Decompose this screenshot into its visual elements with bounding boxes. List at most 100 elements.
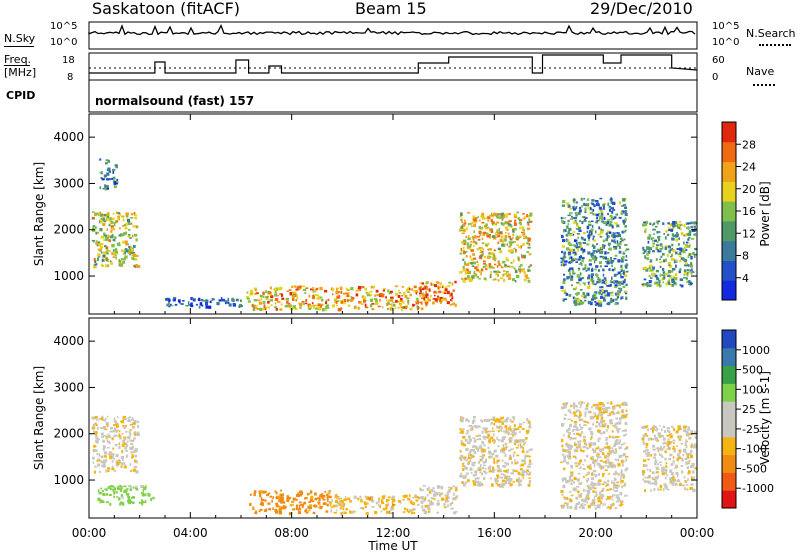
echo-cell xyxy=(561,258,565,261)
echo-cell xyxy=(678,224,680,227)
echo-cell xyxy=(681,459,684,462)
echo-cell xyxy=(642,434,646,438)
echo-cell xyxy=(343,292,346,295)
echo-cell xyxy=(521,469,525,473)
echo-cell xyxy=(676,458,679,462)
echo-cell xyxy=(601,245,604,249)
echo-cell xyxy=(95,240,98,243)
echo-cell xyxy=(477,461,481,464)
echo-cell xyxy=(118,433,121,437)
echo-cell xyxy=(468,461,470,465)
echo-cell xyxy=(678,436,681,441)
echo-cell xyxy=(128,430,131,435)
echo-cell xyxy=(528,214,532,217)
echo-cell xyxy=(678,252,680,255)
echo-cell xyxy=(109,456,113,460)
echo-cell xyxy=(478,277,481,280)
echo-cell xyxy=(651,471,655,475)
echo-cell xyxy=(380,510,383,513)
echo-cell xyxy=(663,483,667,486)
echo-cell xyxy=(269,299,273,302)
echo-cell xyxy=(108,178,112,181)
echo-cell xyxy=(578,494,581,497)
echo-cell xyxy=(247,297,250,300)
echo-cell xyxy=(436,300,439,303)
echo-cell xyxy=(341,502,344,507)
echo-cell xyxy=(487,466,491,470)
echo-cell xyxy=(468,270,472,275)
echo-cell xyxy=(681,470,684,474)
echo-cell xyxy=(296,504,299,508)
echo-cell xyxy=(510,241,514,244)
echo-cell xyxy=(608,225,610,227)
echo-cell xyxy=(607,202,610,206)
echo-cell xyxy=(591,471,594,474)
echo-cell xyxy=(607,221,610,225)
echo-cell xyxy=(588,234,591,236)
echo-cell xyxy=(484,429,487,432)
echo-cell xyxy=(303,501,307,505)
echo-cell xyxy=(482,435,487,438)
echo-cell xyxy=(613,257,617,260)
echo-cell xyxy=(625,458,627,461)
echo-cell xyxy=(593,470,597,473)
echo-cell xyxy=(603,202,606,205)
echo-cell xyxy=(508,438,511,441)
echo-cell xyxy=(471,276,474,279)
echo-cell xyxy=(481,440,483,444)
echo-cell xyxy=(103,213,107,217)
echo-cell xyxy=(482,260,486,263)
echo-cell xyxy=(115,491,118,494)
echo-cell xyxy=(643,221,646,224)
echo-cell xyxy=(678,237,680,240)
echo-cell xyxy=(277,301,281,303)
echo-cell xyxy=(504,235,508,239)
echo-cell xyxy=(495,461,499,464)
echo-cell xyxy=(600,466,602,470)
echo-cell xyxy=(669,453,673,457)
echo-cell xyxy=(256,307,260,310)
echo-cell xyxy=(506,243,508,246)
echo-cell xyxy=(652,228,656,231)
echo-cell xyxy=(615,404,619,407)
echo-cell xyxy=(129,429,132,431)
echo-cell xyxy=(580,448,582,452)
echo-cell xyxy=(599,448,602,452)
echo-cell xyxy=(408,288,411,291)
colorbar-segment xyxy=(722,347,736,367)
colorbar-segment xyxy=(722,181,736,202)
echo-cell xyxy=(387,289,390,293)
echo-cell xyxy=(465,432,468,435)
echo-cell xyxy=(621,256,625,259)
echo-cell xyxy=(135,470,139,474)
echo-cell xyxy=(378,497,381,501)
echo-cell xyxy=(598,409,602,413)
echo-cell xyxy=(131,234,134,238)
echo-cell xyxy=(601,460,604,463)
echo-cell xyxy=(104,419,106,422)
echo-cell xyxy=(585,443,588,447)
echo-cell xyxy=(134,487,139,490)
echo-cell xyxy=(488,470,491,473)
echo-cell xyxy=(659,284,662,287)
echo-cell xyxy=(364,503,367,506)
echo-cell xyxy=(460,440,463,443)
echo-cell xyxy=(577,415,581,419)
echo-cell xyxy=(561,406,565,409)
echo-cell xyxy=(622,221,626,225)
echo-cell xyxy=(344,299,347,303)
echo-cell xyxy=(570,256,573,259)
echo-cell xyxy=(249,293,253,296)
echo-cell xyxy=(500,214,504,217)
echo-cell xyxy=(279,308,283,311)
echo-cell xyxy=(569,476,572,480)
echo-cell xyxy=(467,237,471,240)
echo-cell xyxy=(506,274,508,277)
echo-cell xyxy=(112,256,116,258)
echo-cell xyxy=(490,436,494,440)
echo-cell xyxy=(130,485,132,489)
echo-cell xyxy=(264,499,267,502)
echo-cell xyxy=(664,485,668,489)
echo-cell xyxy=(604,503,606,506)
echo-cell xyxy=(620,237,623,241)
